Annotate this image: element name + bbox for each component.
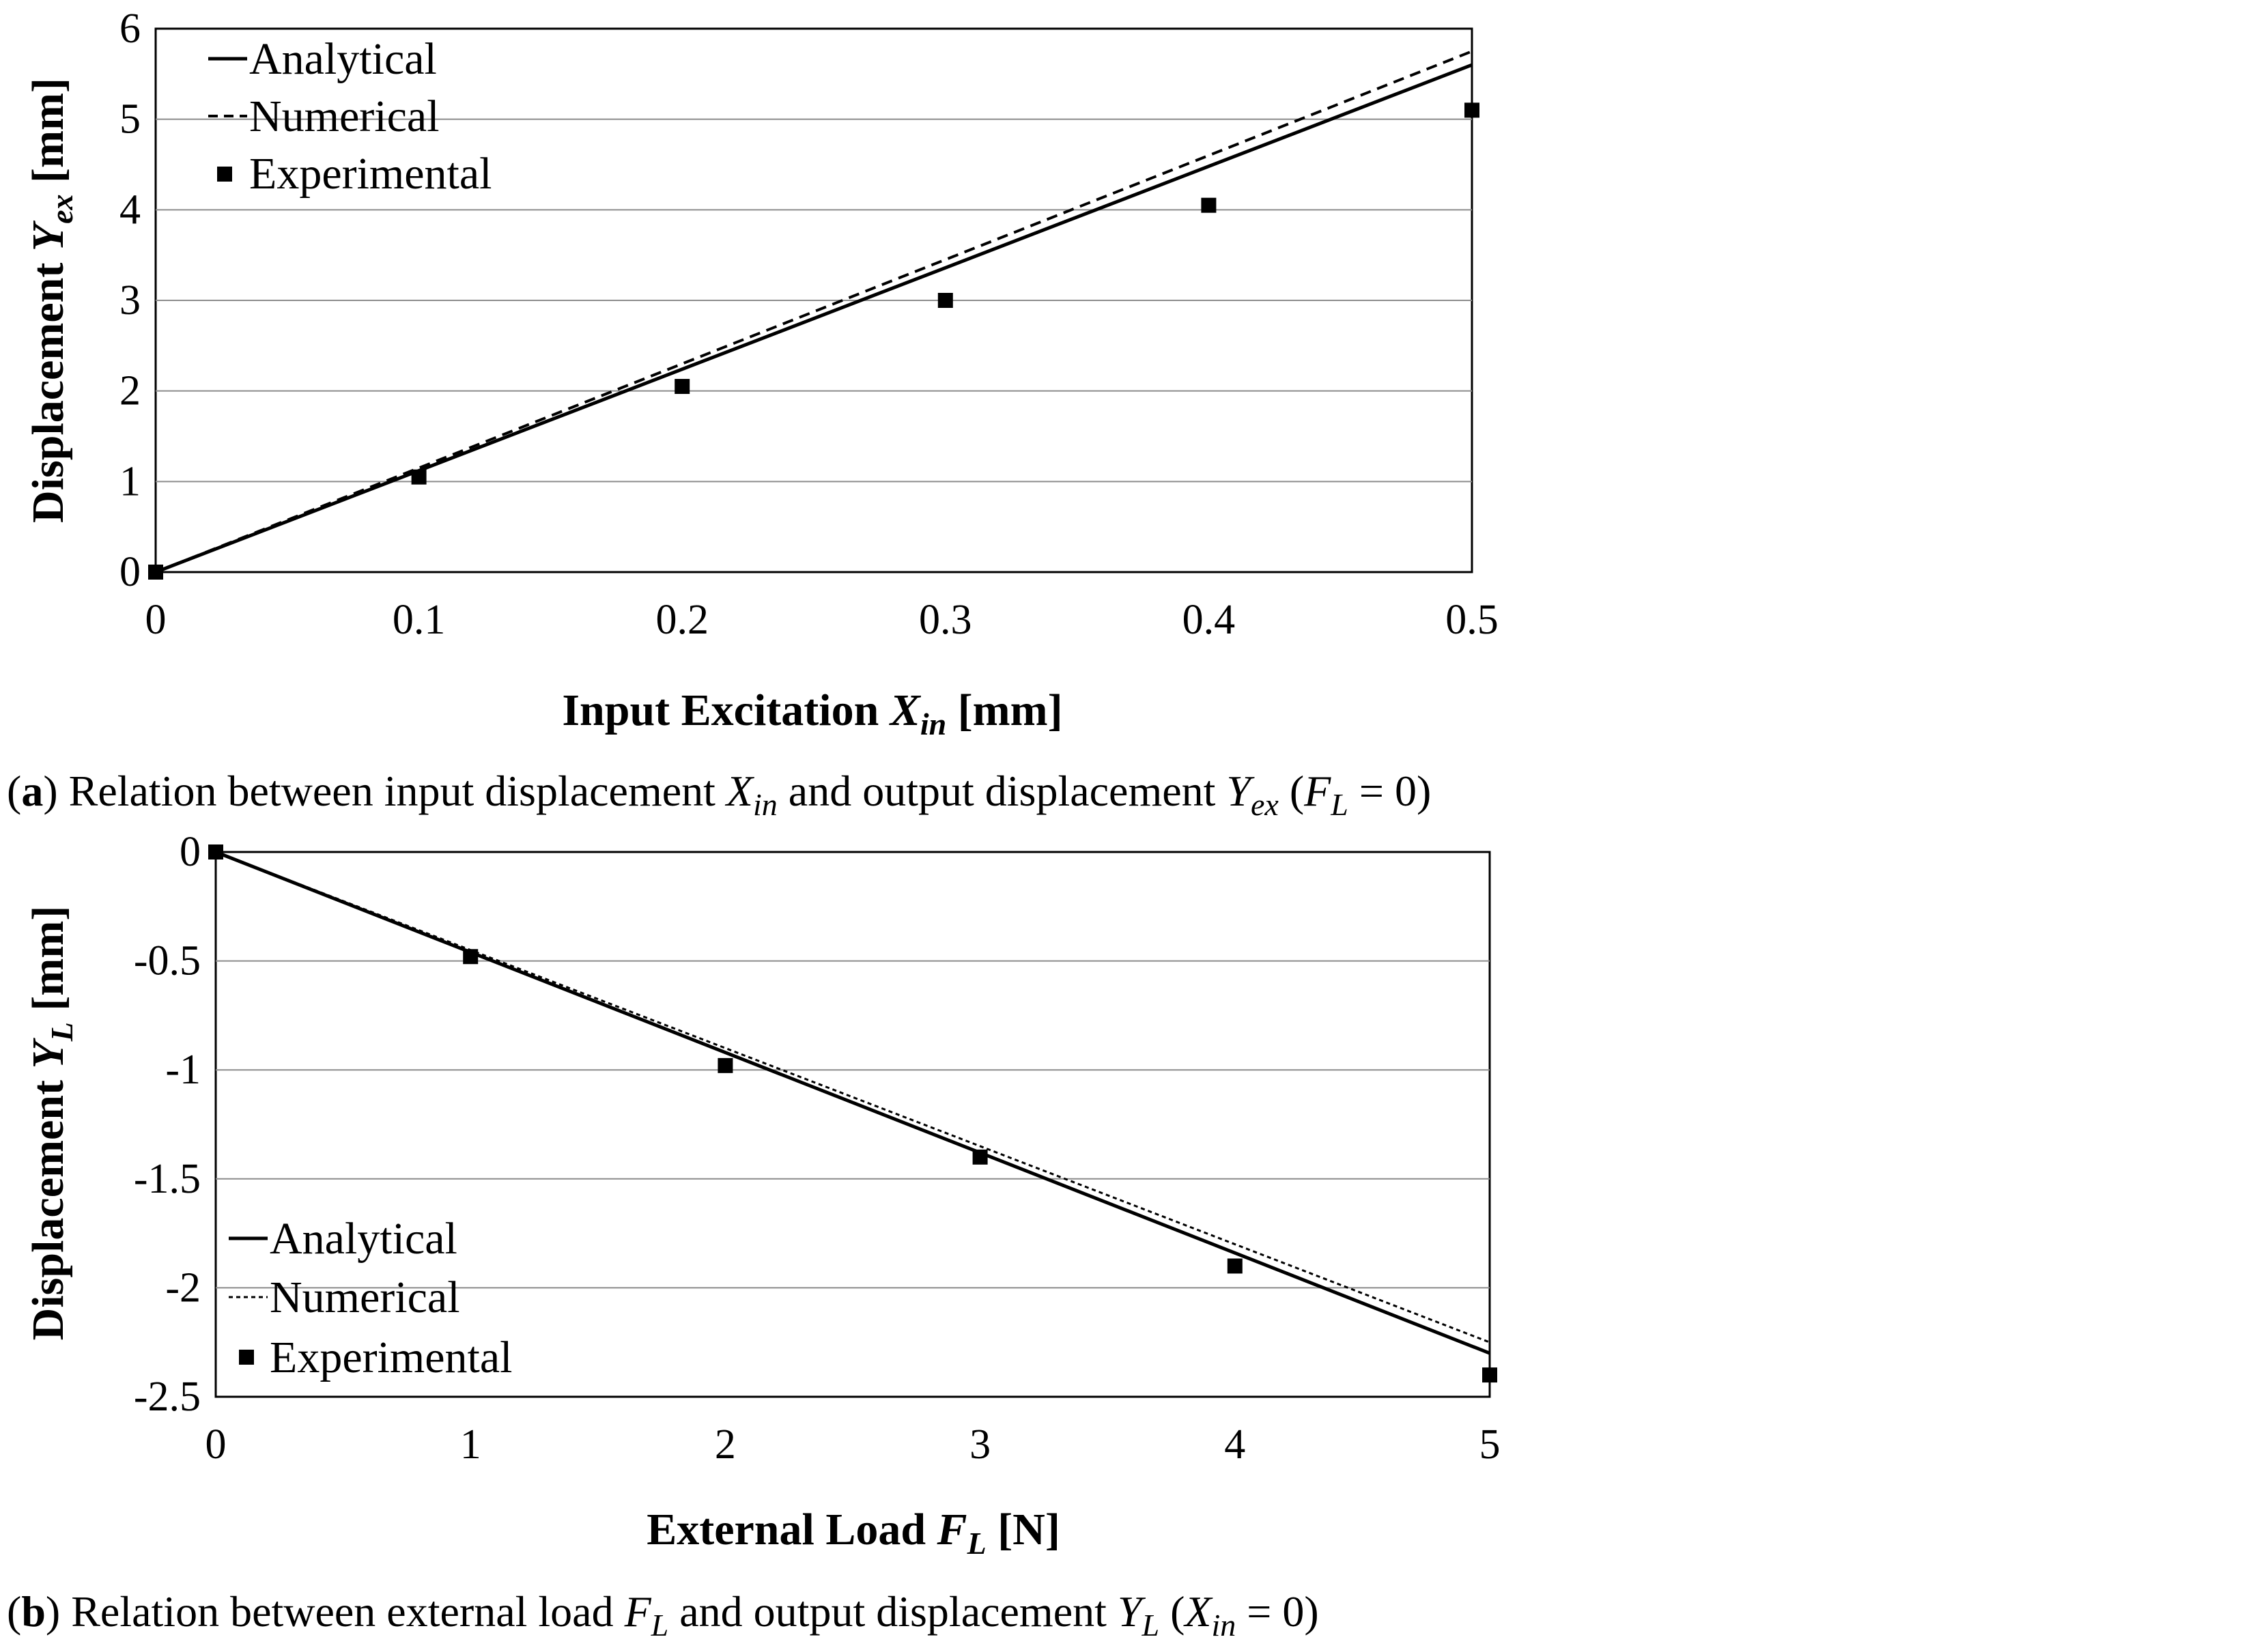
x-tick-label-b: 3 xyxy=(969,1421,991,1468)
chart-panel-b: 0 -0.5 -1 -1.5 -2 -2.5 0 1 2 3 4 5 Analytical Nume… xyxy=(7,829,1501,1643)
y-tick-label-a: 3 xyxy=(119,277,141,324)
x-tick-label-a: 0.3 xyxy=(919,597,972,643)
y-tick-labels-b: 0 -0.5 -1 -1.5 -2 -2.5 xyxy=(134,829,201,1420)
data-point-experimental-b xyxy=(463,949,479,965)
legend-swatch-experimental-b xyxy=(239,1350,254,1365)
y-tick-label-b: -2 xyxy=(165,1264,201,1311)
y-tick-label-a: 0 xyxy=(119,549,141,595)
x-tick-label-b: 4 xyxy=(1224,1421,1245,1468)
legend-label-experimental-a: Experimental xyxy=(249,149,492,199)
data-point-experimental-b xyxy=(1227,1258,1243,1274)
x-tick-label-b: 0 xyxy=(205,1421,227,1468)
legend-label-experimental-b: Experimental xyxy=(270,1333,513,1382)
y-tick-label-b: 0 xyxy=(180,829,201,875)
y-tick-label-a: 6 xyxy=(119,5,141,52)
y-tick-label-b: -2.5 xyxy=(134,1374,201,1420)
caption-a: (a) Relation between input displacement … xyxy=(7,767,1431,822)
series-line-numerical-a xyxy=(155,50,1473,573)
data-point-experimental-a xyxy=(411,469,427,485)
caption-b: (b) Relation between external load FL an… xyxy=(7,1587,1319,1643)
x-tick-label-b: 2 xyxy=(715,1421,736,1468)
legend-label-numerical-a: Numerical xyxy=(249,91,440,141)
data-point-experimental-b xyxy=(972,1149,988,1165)
chart-panel-a: 0 1 2 3 4 5 6 0 0.1 0.2 0.3 0.4 0.5 Analytical Nume… xyxy=(7,5,1499,822)
x-axis-label-a: Input Excitation Xin [mm] xyxy=(562,685,1062,741)
y-tick-label-b: -1.5 xyxy=(134,1156,201,1202)
x-tick-label-b: 5 xyxy=(1479,1421,1501,1468)
series-line-numerical-b xyxy=(215,851,1490,1344)
y-axis-label-a: Displacement Yex [mm] xyxy=(23,78,79,523)
data-point-experimental-b xyxy=(1482,1367,1497,1383)
x-tick-labels-b: 0 1 2 3 4 5 xyxy=(205,1421,1501,1468)
x-tick-label-a: 0.1 xyxy=(393,597,446,643)
y-axis-label-b: Displacement YL [mm] xyxy=(23,906,79,1341)
legend-label-analytical-a: Analytical xyxy=(249,34,437,84)
series-a xyxy=(148,50,1479,580)
x-tick-label-a: 0 xyxy=(145,597,167,643)
data-point-experimental-a xyxy=(1464,102,1479,118)
series-line-analytical-b xyxy=(215,850,1490,1355)
plot-area-b xyxy=(214,851,1491,1398)
data-point-experimental-a xyxy=(675,379,690,395)
x-tick-labels-a: 0 0.1 0.2 0.3 0.4 0.5 xyxy=(145,597,1499,643)
series-b xyxy=(208,844,1497,1383)
x-tick-label-b: 1 xyxy=(460,1421,481,1468)
data-point-experimental-a xyxy=(1201,197,1217,213)
legend-label-analytical-b: Analytical xyxy=(270,1214,457,1264)
legend-a: Analytical Numerical Experimental xyxy=(208,34,492,199)
data-point-experimental-b xyxy=(208,844,223,859)
legend-label-numerical-b: Numerical xyxy=(270,1273,460,1322)
y-tick-label-a: 4 xyxy=(119,186,141,233)
grid-lines-b xyxy=(216,960,1490,1289)
data-point-experimental-b xyxy=(718,1057,733,1073)
legend-b: Analytical Numerical Experimental xyxy=(229,1214,513,1382)
x-axis-label-b: External Load FL [N] xyxy=(647,1505,1060,1561)
x-tick-label-a: 0.5 xyxy=(1445,597,1499,643)
y-tick-label-a: 2 xyxy=(119,368,141,414)
grid-lines-a xyxy=(156,118,1472,483)
x-tick-label-a: 0.2 xyxy=(655,597,709,643)
data-point-experimental-a xyxy=(148,565,163,580)
x-tick-label-a: 0.4 xyxy=(1182,597,1236,643)
data-point-experimental-a xyxy=(937,293,953,308)
y-tick-label-a: 1 xyxy=(119,458,141,505)
y-tick-label-a: 5 xyxy=(119,96,141,143)
y-tick-labels-a: 0 1 2 3 4 5 6 xyxy=(119,5,141,595)
y-tick-label-b: -1 xyxy=(165,1047,201,1093)
legend-swatch-experimental-a xyxy=(217,167,232,182)
y-tick-label-b: -0.5 xyxy=(134,938,201,984)
series-line-analytical-a xyxy=(155,63,1473,574)
